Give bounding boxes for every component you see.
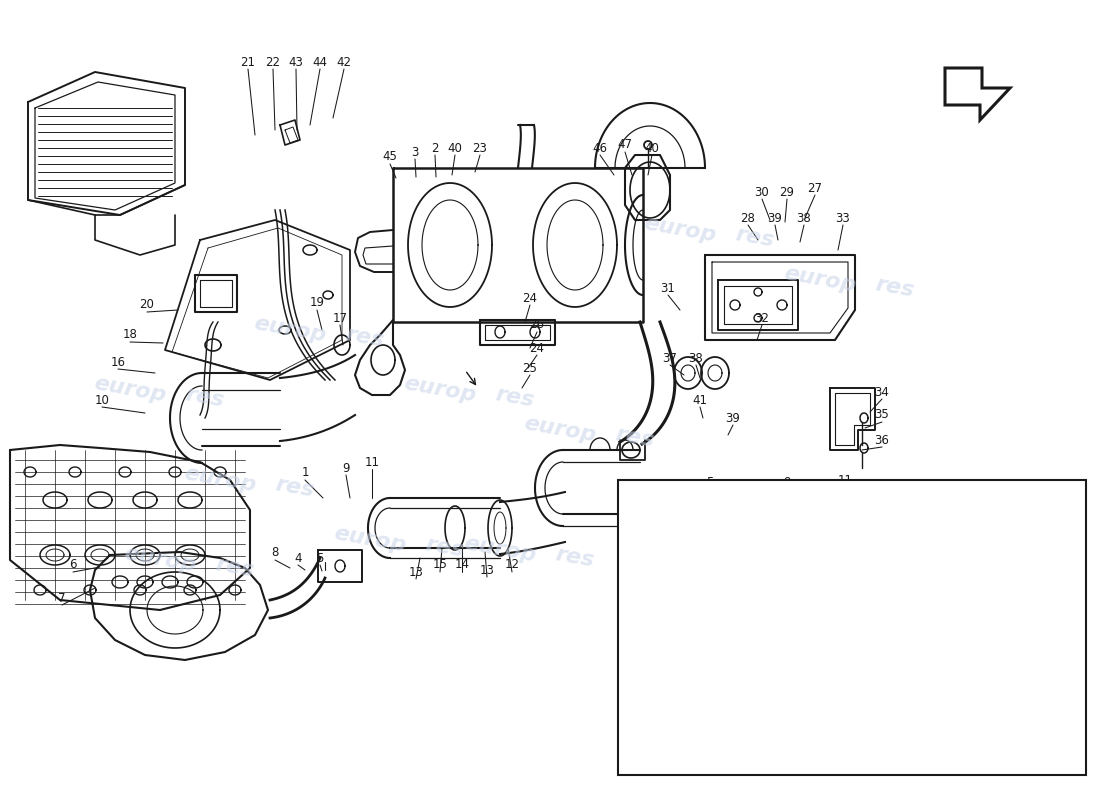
Text: 47: 47 — [617, 138, 632, 151]
Text: 38: 38 — [796, 211, 812, 225]
Bar — [618, 480, 1086, 775]
Text: 32: 32 — [755, 311, 769, 325]
Text: 14: 14 — [454, 558, 470, 571]
Text: 39: 39 — [768, 211, 782, 225]
Text: europ: europ — [332, 524, 408, 556]
Text: 9: 9 — [342, 462, 350, 474]
Text: 37: 37 — [662, 351, 678, 365]
Text: 11: 11 — [364, 455, 380, 469]
Text: 2: 2 — [431, 142, 439, 154]
Text: 16: 16 — [110, 355, 125, 369]
Text: 35: 35 — [874, 409, 890, 422]
Text: europ: europ — [252, 314, 328, 346]
Text: 41: 41 — [693, 394, 707, 406]
Text: 4: 4 — [295, 551, 301, 565]
Text: 45: 45 — [383, 150, 397, 163]
Text: 5: 5 — [317, 551, 323, 565]
Text: 29: 29 — [780, 186, 794, 198]
Text: res: res — [614, 425, 656, 451]
Polygon shape — [945, 68, 1010, 120]
Text: 43: 43 — [288, 55, 304, 69]
Text: 42: 42 — [337, 55, 352, 69]
Text: 30: 30 — [755, 186, 769, 198]
Text: europ: europ — [92, 374, 167, 406]
Text: res: res — [873, 274, 916, 302]
Text: 12: 12 — [505, 558, 519, 571]
Text: 21: 21 — [241, 55, 255, 69]
Text: europ: europ — [642, 214, 717, 246]
Text: europ: europ — [782, 264, 858, 296]
Text: europ: europ — [183, 464, 257, 496]
Text: 4: 4 — [676, 481, 684, 494]
Text: 10: 10 — [95, 394, 109, 406]
Text: 22: 22 — [265, 55, 280, 69]
Text: 24: 24 — [522, 291, 538, 305]
Text: 23: 23 — [473, 142, 487, 154]
Text: res: res — [213, 554, 256, 582]
Text: europ: europ — [462, 534, 538, 566]
Text: 24: 24 — [529, 342, 544, 354]
Text: Vale per USA e CDN: Vale per USA e CDN — [678, 745, 832, 759]
Text: 31: 31 — [661, 282, 675, 294]
Text: 40: 40 — [448, 142, 462, 154]
Text: 40: 40 — [645, 142, 659, 154]
Text: 27: 27 — [807, 182, 823, 194]
Text: europ: europ — [403, 374, 477, 406]
Text: 1: 1 — [635, 486, 641, 498]
Text: res: res — [344, 325, 386, 351]
Text: 34: 34 — [874, 386, 890, 398]
Text: 44: 44 — [312, 55, 328, 69]
Text: 17: 17 — [332, 311, 348, 325]
Text: res: res — [554, 545, 596, 571]
Text: europ: europ — [122, 544, 198, 576]
Text: 36: 36 — [874, 434, 890, 446]
Text: 9: 9 — [783, 477, 791, 490]
Text: 19: 19 — [309, 297, 324, 310]
Text: 28: 28 — [740, 211, 756, 225]
Text: 13: 13 — [480, 563, 494, 577]
Text: 20: 20 — [140, 298, 154, 311]
Text: 39: 39 — [726, 411, 740, 425]
Text: res: res — [184, 385, 227, 411]
Text: 46: 46 — [593, 142, 607, 154]
Text: res: res — [274, 474, 316, 502]
Text: Valid for USA and CDN: Valid for USA and CDN — [668, 761, 843, 775]
Text: 8: 8 — [272, 546, 278, 559]
Text: 6: 6 — [69, 558, 77, 571]
Text: 33: 33 — [836, 211, 850, 225]
Text: res: res — [734, 225, 777, 251]
Text: 38: 38 — [689, 351, 703, 365]
Text: 18: 18 — [122, 329, 138, 342]
Text: 15: 15 — [432, 558, 448, 571]
Text: 26: 26 — [529, 318, 544, 331]
Text: europ: europ — [522, 414, 597, 446]
Text: 11: 11 — [837, 474, 852, 486]
Text: 25: 25 — [522, 362, 538, 374]
Text: 3: 3 — [411, 146, 419, 158]
Text: 7: 7 — [58, 591, 66, 605]
Text: res: res — [494, 385, 536, 411]
Text: 13: 13 — [408, 566, 424, 578]
Text: 1: 1 — [301, 466, 309, 479]
Text: 5: 5 — [706, 477, 714, 490]
Text: res: res — [424, 534, 466, 562]
